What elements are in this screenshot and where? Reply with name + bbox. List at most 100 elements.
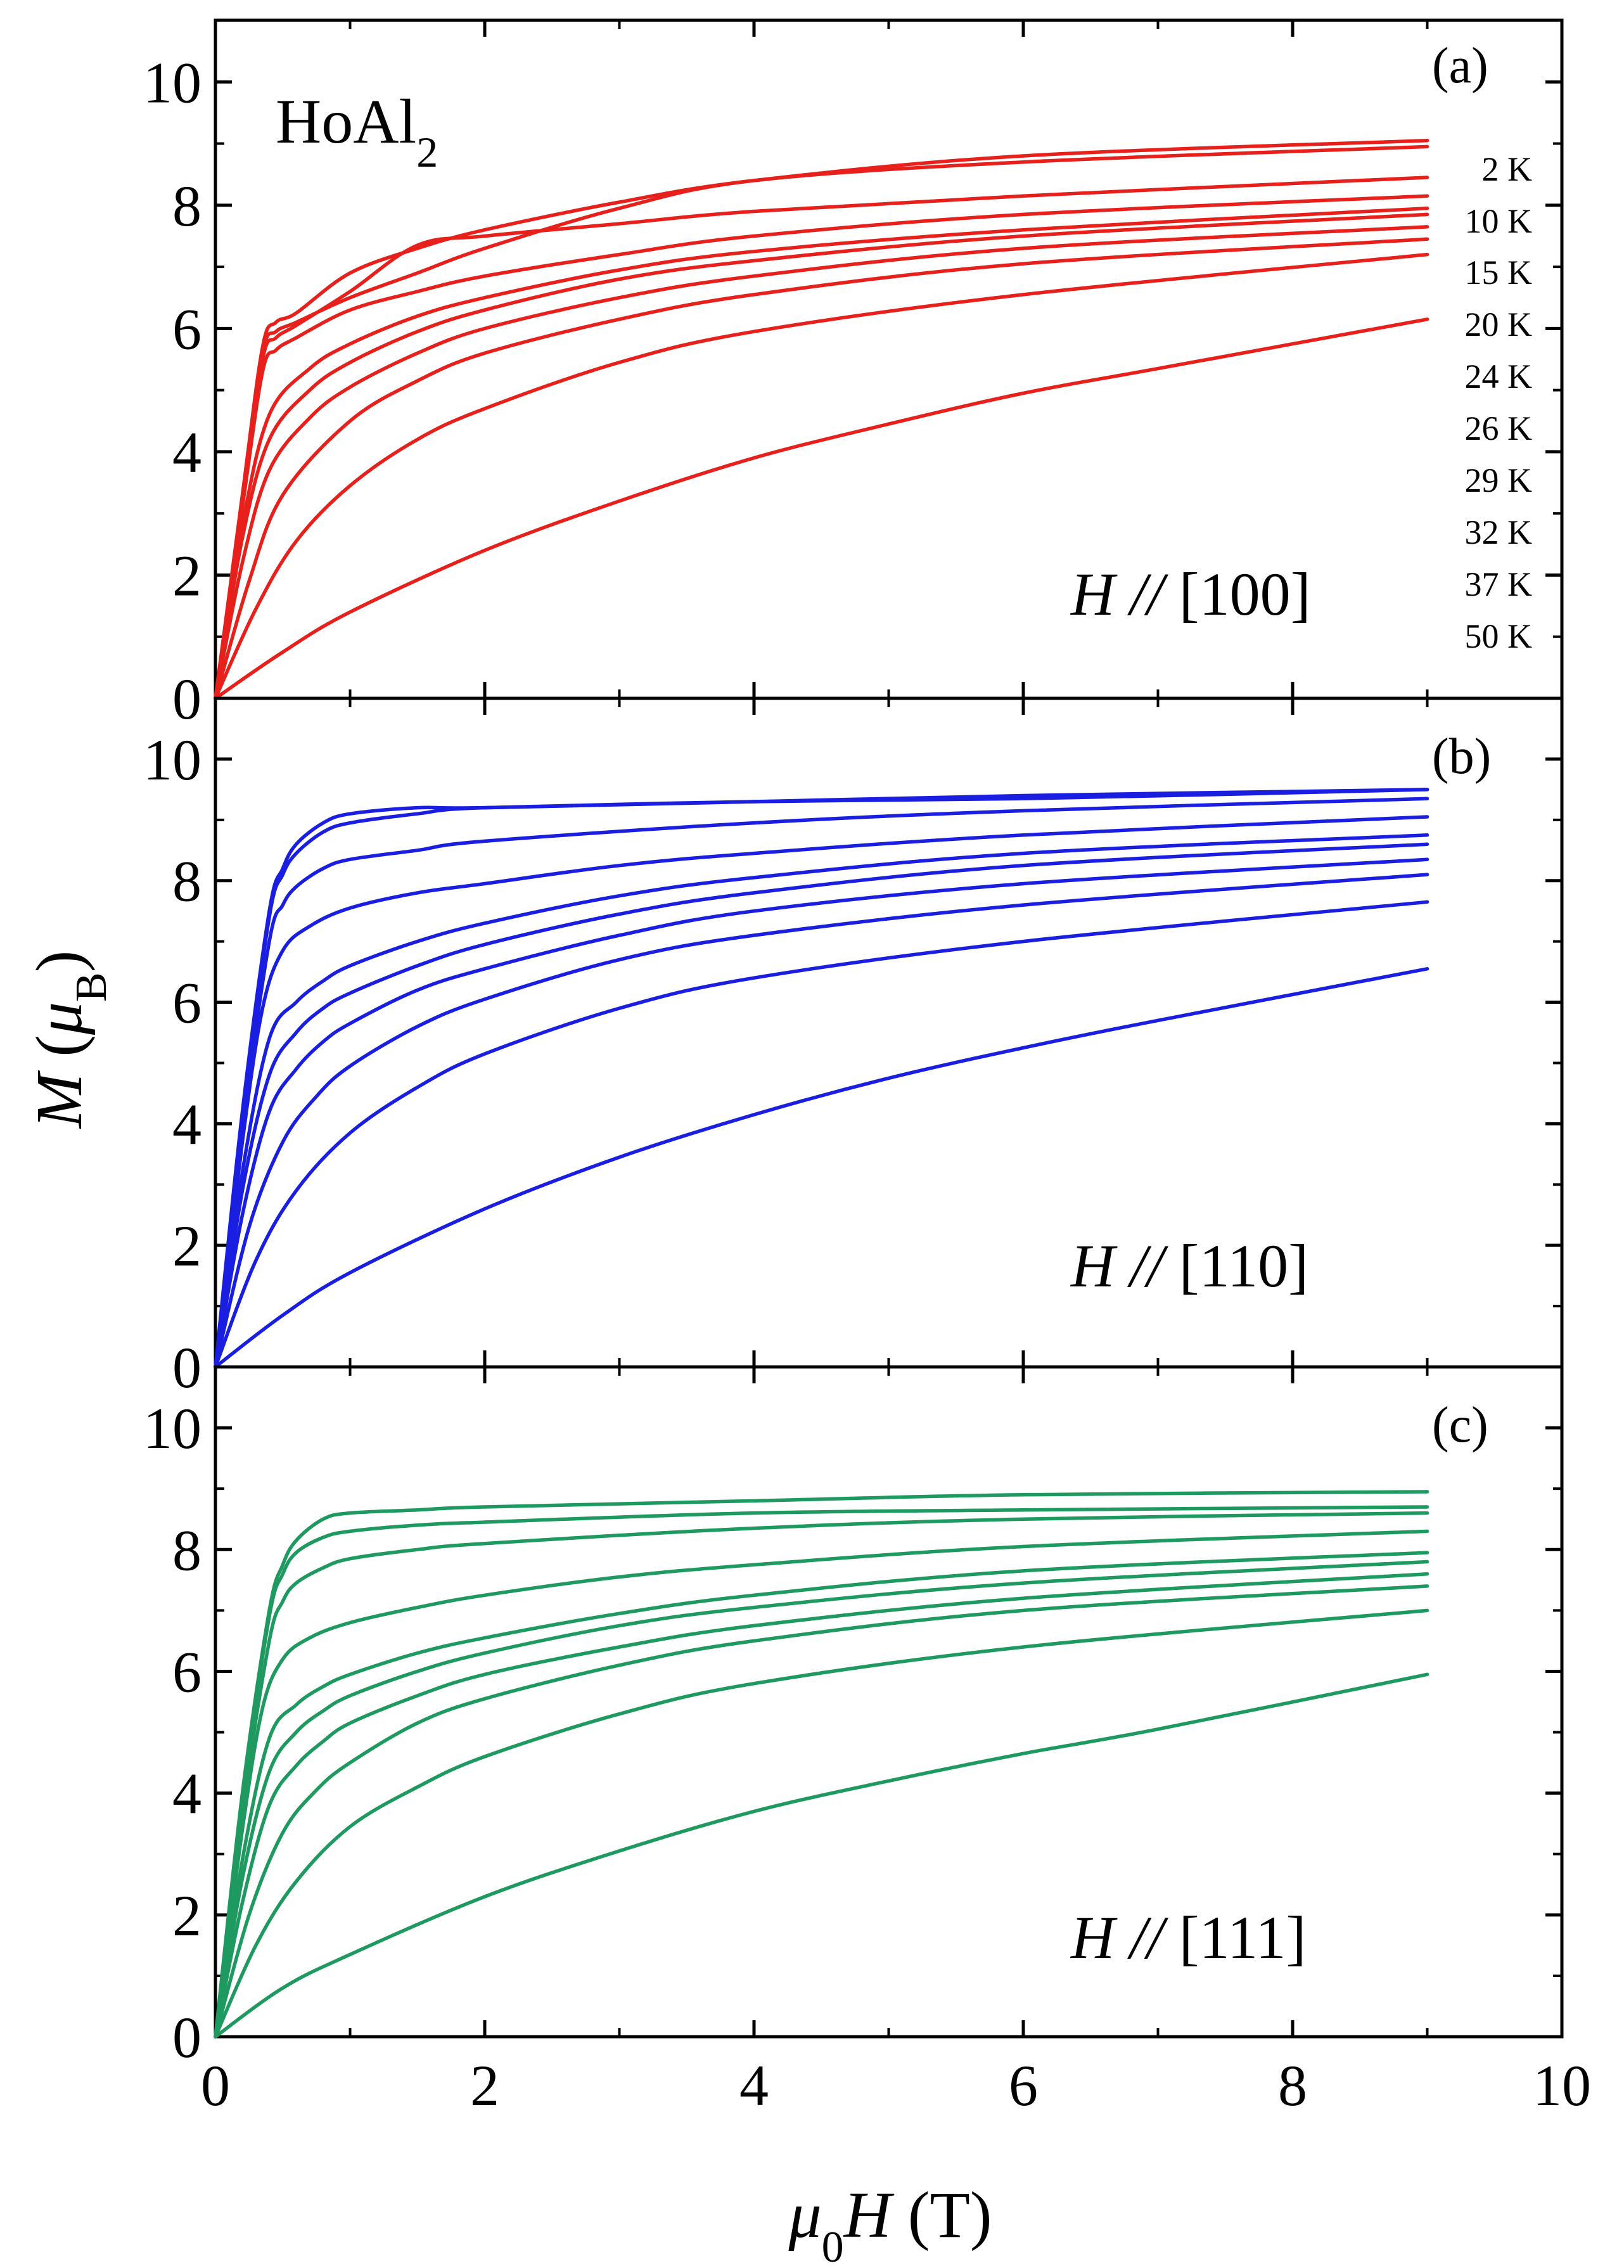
curve-29k [214,1572,1429,2039]
curve-20k [214,1529,1429,2039]
y-tick-label: 2 [172,1883,201,1948]
y-axis-title-var: M [23,1070,96,1129]
panel-c-direction-var: H [1070,1904,1118,1971]
panel-c-ticks: 0 2 4 6 8 10 [143,1367,1564,2070]
curve-32k [214,237,1429,700]
panel-b-ticks: 0 2 4 6 8 10 [143,698,1564,1400]
compound-base: HoAl [276,86,416,157]
curve-32k [214,873,1429,1369]
curve-10k [214,1505,1429,2039]
panel-c-tag: (c) [1432,1397,1488,1453]
temperature-legend: 2 K 10 K 15 K 20 K 24 K 26 K 29 K 32 K 3… [1465,150,1533,655]
curve-24k [214,833,1429,1369]
curve-50k [214,967,1429,1369]
temp-label-10k: 10 K [1465,202,1533,240]
y-tick-label: 4 [172,420,201,485]
panel-c-frame [214,1365,1564,2039]
curve-26k [214,1560,1429,2039]
curve-20k [214,815,1429,1369]
curve-20k [214,194,1429,700]
curve-29k [214,857,1429,1369]
panel-a-direction-sep: // [1127,560,1168,628]
panel-b-direction-axis: [110] [1179,1232,1308,1300]
panel-b-curves [214,788,1429,1369]
temp-label-32k: 32 K [1465,513,1533,551]
y-tick-label: 4 [172,1762,201,1826]
y-axis-title: M (μB) [23,951,116,1130]
panel-b: 0 2 4 6 8 10 (b) H // [110] [143,696,1564,1400]
panel-c-direction-axis: [111] [1179,1904,1307,1971]
y-tick-label: 0 [172,2005,201,2070]
panel-b-direction-var: H [1070,1232,1118,1300]
panel-b-direction: H // [110] [1070,1232,1308,1300]
y-tick-label: 6 [172,1639,201,1704]
y-tick-label: 10 [143,50,201,115]
compound-label: HoAl2 [276,86,438,176]
temp-label-24k: 24 K [1465,357,1533,395]
panel-b-direction-sep: // [1127,1232,1168,1300]
curve-37k [214,900,1429,1369]
temp-label-26k: 26 K [1465,409,1533,447]
y-tick-label: 0 [172,667,201,731]
panel-a-frame [214,18,1564,700]
panel-c: 0 2 4 6 8 10 (c) H // [111] [143,1365,1564,2070]
curve-50k [214,317,1429,700]
x-tick-label: 6 [1009,2053,1038,2118]
y-axis-title-open: ( [23,1035,96,1057]
curve-37k [214,1608,1429,2039]
x-axis-title-sub: 0 [822,2223,844,2268]
temp-label-37k: 37 K [1465,565,1533,603]
curve-24k [214,1551,1429,2039]
curve-26k [214,842,1429,1369]
panel-a-direction-var: H [1070,560,1118,628]
x-tick-label: 0 [201,2053,230,2118]
panel-a-curves [214,138,1429,700]
compound-subscript: 2 [416,128,438,176]
curve-32k [214,1584,1429,2039]
temp-label-20k: 20 K [1465,305,1533,343]
panel-a-ticks: 0 2 4 6 8 10 [143,20,1564,731]
y-axis-title-mu: μ [23,1002,96,1035]
y-tick-label: 8 [172,174,201,238]
y-tick-label: 6 [172,297,201,361]
y-tick-label: 4 [172,1092,201,1156]
panel-a-direction-axis: [100] [1179,560,1311,628]
temp-label-2k: 2 K [1482,150,1533,188]
curve-10k [214,788,1429,1369]
panel-c-direction: H // [111] [1070,1904,1306,1971]
x-tick-label: 10 [1533,2053,1591,2118]
x-axis-title-mu: μ [788,2179,821,2252]
temp-label-50k: 50 K [1465,617,1533,655]
temp-label-29k: 29 K [1465,461,1533,499]
curve-50k [214,1672,1429,2039]
x-tick-label: 8 [1278,2053,1307,2118]
panel-c-curves [214,1490,1429,2039]
y-tick-label: 8 [172,1518,201,1582]
y-axis-title-close: ) [23,951,96,973]
y-tick-label: 10 [143,1396,201,1461]
x-axis-title-unit: (T) [908,2179,992,2252]
x-tick-label: 2 [470,2053,499,2118]
y-tick-label: 6 [172,971,201,1035]
panel-a-tag: (a) [1432,38,1488,94]
curve-37k [214,252,1429,700]
y-tick-label: 2 [172,1214,201,1278]
panel-b-tag: (b) [1432,729,1491,785]
y-tick-label: 10 [143,727,201,792]
curve-29k [214,225,1429,700]
curve-15k [214,797,1429,1369]
curve-24k [214,206,1429,700]
x-axis-title: μ0H (T) [788,2179,992,2268]
y-tick-label: 8 [172,849,201,914]
panel-c-direction-sep: // [1127,1904,1168,1971]
x-tick-label: 4 [739,2053,769,2118]
y-axis-title-sub: B [67,972,116,1002]
x-tick-labels: 0 2 4 6 8 10 [201,2053,1591,2118]
x-axis-title-var: H [843,2179,895,2252]
curve-26k [214,212,1429,700]
y-tick-label: 2 [172,543,201,608]
panel-a-direction: H // [100] [1070,560,1311,628]
temp-label-15k: 15 K [1465,253,1533,292]
